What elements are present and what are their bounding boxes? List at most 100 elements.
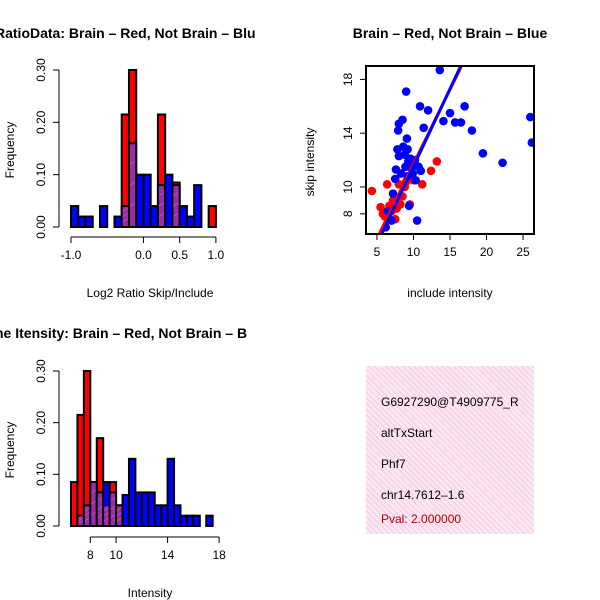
hist-0-xlabel: Log2 Ratio Skip/Include (87, 286, 214, 300)
hist-2-x-tick-label: 18 (212, 548, 226, 562)
fit-line-blue (380, 66, 463, 234)
hist-2-hatch (104, 517, 109, 522)
hist-2-hatch (104, 507, 109, 511)
hist-2-y-tick-label: 0.30 (34, 359, 48, 383)
hist-0-x-tick-label: -1.0 (61, 248, 82, 262)
info-location: chr14.7612–1.6 (381, 488, 465, 502)
hist-0-blue-bar (149, 205, 159, 228)
hist-0-hatch (173, 213, 179, 217)
hist-2-x-tick-label: 8 (87, 548, 94, 562)
scatter-point-blue (423, 106, 433, 115)
hist-0-blue-bar (113, 215, 123, 229)
hist-2-overlap-bar (97, 493, 103, 525)
hist-2-hatch (110, 505, 116, 510)
hist-0-blue-bar (84, 215, 94, 229)
hist-0-hatch (129, 202, 136, 207)
scatter-point-blue (467, 126, 477, 135)
hist-0-x-tick-label: 0.0 (135, 248, 152, 262)
hist-0-x-tick-label: 0.5 (171, 248, 188, 262)
hist-2-overlap-bar (91, 483, 96, 525)
scatter-point-blue (498, 158, 507, 168)
scatter-point-blue (415, 102, 425, 111)
info-gene: Phf7 (381, 457, 406, 471)
hist-2-hatch (116, 517, 122, 522)
hist-0-blue-bar (178, 205, 188, 228)
hist-2-xlabel: Intensity (128, 586, 173, 600)
scatter-x-tick-label: 5 (374, 245, 381, 259)
hist-0-hatch (158, 192, 165, 196)
hist-0-blue-bar (142, 173, 152, 229)
scatter-point-red (367, 186, 377, 196)
scatter-point-blue (456, 118, 466, 127)
scatter-title: Brain – Red, Not Brain – Blue (353, 25, 548, 41)
hist-2-hatch (91, 511, 96, 516)
info-panel: G6927290@T4909775_R altTxStart Phf7 chr1… (366, 366, 534, 534)
hist-0-hatch (158, 213, 165, 217)
scatter-point-blue (388, 189, 398, 198)
hist-2-y-tick-label: 0.10 (34, 462, 48, 486)
hist-2-overlap-bar (104, 506, 109, 525)
hist-2-y-tick-label: 0.20 (34, 411, 48, 435)
scatter-point-red (426, 166, 436, 176)
scatter-point-red (432, 157, 442, 166)
hist-0-hatch (173, 192, 179, 196)
hist-0-y-tick-label: 0.10 (34, 163, 48, 187)
hist-2-blue-bar (205, 514, 214, 528)
scatter-point-blue (419, 123, 429, 133)
hist-2-hatch (84, 517, 90, 522)
scatter-point-blue (478, 149, 488, 158)
hist-0-hatch (122, 208, 129, 212)
scatter-point-blue (390, 174, 400, 184)
hist-2-hatch (97, 497, 103, 502)
scatter-point-red (376, 202, 385, 212)
hist-2-ylabel: Frequency (3, 422, 17, 479)
scatter-y-tick-label: 8 (341, 210, 355, 217)
scatter-x-tick-label: 10 (407, 245, 421, 259)
hist-0-hatch (122, 218, 129, 223)
hist-2-hatch (78, 517, 84, 522)
hist-2-hatch (116, 512, 122, 516)
scatter-point-blue (401, 87, 411, 96)
hist-0-hatch (122, 213, 129, 217)
hist-0-blue-bar (185, 215, 196, 229)
hist-0-blue-bar (135, 173, 145, 229)
hist-0-blue-bar (70, 205, 80, 228)
scatter-x-tick-label: 25 (516, 245, 530, 259)
scatter-point-blue (411, 175, 420, 185)
hist-2-hatch (110, 514, 116, 518)
scatter-point-blue (416, 166, 426, 176)
hist-0-blue-bar (193, 184, 203, 228)
hist-0-blue-bar (98, 205, 109, 228)
hist-0-hatch (129, 160, 136, 165)
hist-2-hatch (84, 507, 90, 511)
hist-0-y-tick-label: 0.00 (34, 215, 48, 239)
hist-0-y-tick-label: 0.20 (34, 110, 48, 134)
hist-2-title: ne Itensity: Brain – Red, Not Brain – B (0, 325, 247, 341)
scatter-y-tick-label: 14 (341, 126, 355, 140)
scatter-point-red (417, 179, 427, 189)
hist-2-hatch (84, 512, 90, 516)
scatter-point-blue (439, 116, 448, 126)
hist-0-title: RatioData: Brain – Red, Not Brain – Blu (0, 25, 256, 41)
hist-2-blue-bar (192, 514, 201, 528)
hist-0-hatch (173, 202, 179, 207)
scatter-x-tick-label: 20 (480, 245, 494, 259)
hist-2-blue-bar (166, 457, 176, 528)
scatter-y-tick-label: 10 (341, 180, 355, 194)
scatter-point-blue (460, 102, 469, 111)
scatter-point-blue (526, 112, 534, 122)
hist-2-overlap-bar (84, 506, 90, 525)
hist-2-x-tick-label: 10 (109, 548, 123, 562)
hist-2-hatch (91, 500, 96, 505)
hist-0-overlap-bar (129, 144, 136, 226)
hist-0-blue-bar (77, 215, 87, 229)
scatter-point-blue (396, 169, 406, 178)
hist-0-overlap-bar (122, 207, 128, 226)
hist-2-hatch (78, 520, 84, 524)
hist-2-hatch (97, 514, 103, 518)
hist-2-overlap-bar (110, 493, 116, 525)
hist-2-hatch (97, 505, 103, 510)
hist-2-y-tick-label: 0.00 (34, 514, 48, 538)
scatter-point-blue (435, 66, 445, 75)
scatter-point-blue (393, 126, 403, 135)
